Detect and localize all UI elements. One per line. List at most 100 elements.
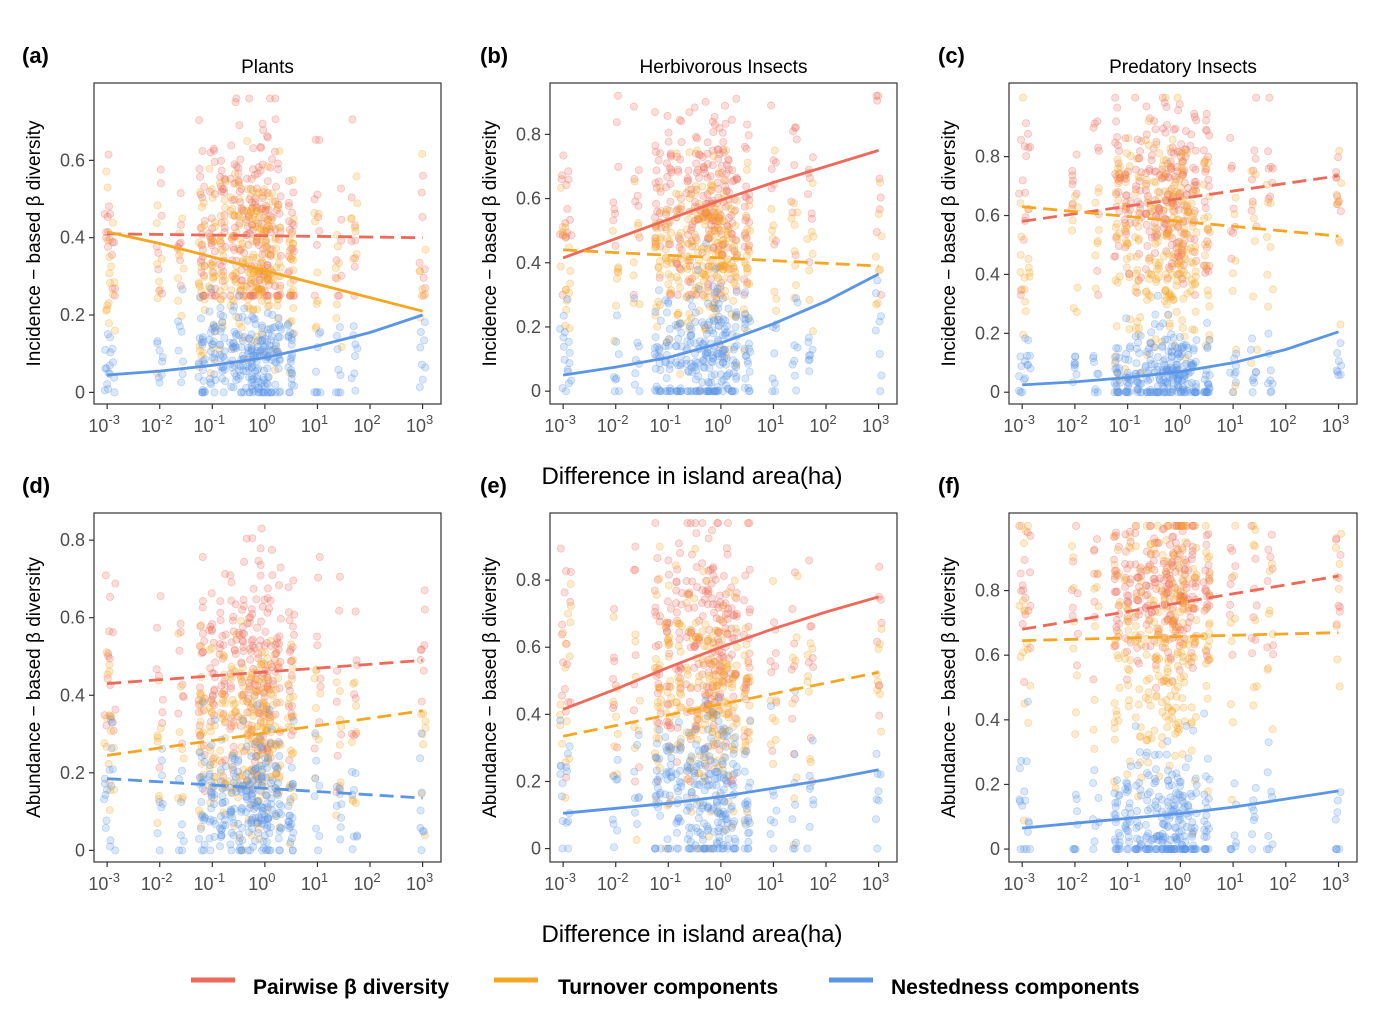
data-point — [156, 179, 165, 188]
data-point — [745, 605, 754, 614]
data-point — [347, 738, 356, 747]
data-point — [682, 225, 691, 234]
data-point — [254, 336, 263, 345]
data-point — [207, 589, 216, 598]
data-point — [228, 204, 237, 213]
data-point — [288, 239, 297, 248]
data-point — [263, 296, 272, 305]
x-tick-label: 102 — [1269, 412, 1296, 436]
data-point — [288, 780, 297, 789]
data-point — [1144, 269, 1153, 278]
data-point — [287, 380, 296, 389]
data-point — [1263, 379, 1272, 388]
data-point — [258, 321, 267, 330]
data-point — [651, 519, 660, 528]
data-point — [1094, 188, 1103, 197]
data-point — [177, 327, 186, 336]
data-point — [248, 363, 257, 372]
data-point — [614, 91, 623, 100]
data-point — [722, 544, 731, 553]
data-point — [238, 276, 247, 285]
y-tick-label: 0.6 — [60, 608, 85, 628]
data-point — [101, 345, 110, 354]
data-point — [254, 285, 263, 294]
data-point — [218, 792, 227, 801]
data-point — [1112, 188, 1121, 197]
data-point — [256, 348, 265, 357]
data-point — [234, 330, 243, 339]
data-point — [703, 138, 712, 147]
data-point — [721, 119, 730, 128]
data-point — [1111, 223, 1120, 232]
data-point — [199, 376, 208, 385]
data-point — [207, 288, 216, 297]
data-point — [287, 336, 296, 345]
data-point — [267, 275, 276, 284]
data-point — [1191, 280, 1200, 289]
data-point — [727, 115, 736, 124]
data-point — [208, 324, 217, 333]
data-point — [177, 766, 186, 775]
data-point — [1151, 125, 1160, 134]
data-point — [806, 757, 815, 766]
data-point — [254, 291, 263, 300]
data-point — [254, 388, 263, 397]
data-point — [691, 308, 700, 317]
data-point — [263, 661, 272, 670]
data-point — [1113, 103, 1122, 112]
data-point — [728, 706, 737, 715]
data-point — [197, 798, 206, 807]
data-point — [728, 675, 737, 684]
data-point — [177, 378, 186, 387]
data-point — [199, 198, 208, 207]
data-point — [252, 346, 261, 355]
data-point — [206, 846, 215, 855]
data-point — [247, 174, 256, 183]
data-point — [1187, 130, 1196, 139]
data-point — [210, 832, 219, 841]
data-point — [220, 365, 229, 374]
data-point — [337, 813, 346, 822]
data-point — [1094, 143, 1103, 152]
data-point — [245, 334, 254, 343]
data-point — [234, 291, 243, 300]
data-point — [556, 544, 565, 553]
data-point — [698, 627, 707, 636]
data-point — [221, 203, 230, 212]
data-point — [664, 335, 673, 344]
data-point — [745, 344, 754, 353]
data-point — [216, 812, 225, 821]
data-point — [315, 135, 324, 144]
data-point — [1187, 199, 1196, 208]
data-point — [248, 253, 257, 262]
data-point — [259, 388, 268, 397]
data-point — [1173, 93, 1182, 102]
data-point — [632, 835, 641, 844]
data-point — [690, 663, 699, 672]
data-point — [234, 176, 243, 185]
y-tick-label: 0.4 — [60, 228, 85, 248]
data-point — [650, 243, 659, 252]
data-point — [1166, 144, 1175, 153]
data-point — [199, 291, 208, 300]
data-point — [231, 708, 240, 717]
data-point — [264, 221, 273, 230]
data-point — [656, 844, 665, 853]
data-point — [353, 344, 362, 353]
data-point — [195, 282, 204, 291]
data-point — [656, 811, 665, 820]
data-point — [704, 803, 713, 812]
data-point — [673, 290, 682, 299]
data-point — [254, 285, 263, 294]
data-point — [290, 291, 299, 300]
data-point — [216, 245, 225, 254]
data-point — [254, 388, 263, 397]
data-point — [672, 149, 681, 158]
data-point — [333, 242, 342, 251]
data-point — [254, 383, 263, 392]
data-point — [1116, 378, 1125, 387]
data-point — [285, 388, 294, 397]
data-point — [198, 335, 207, 344]
data-point — [215, 350, 224, 359]
data-point — [1068, 171, 1077, 180]
